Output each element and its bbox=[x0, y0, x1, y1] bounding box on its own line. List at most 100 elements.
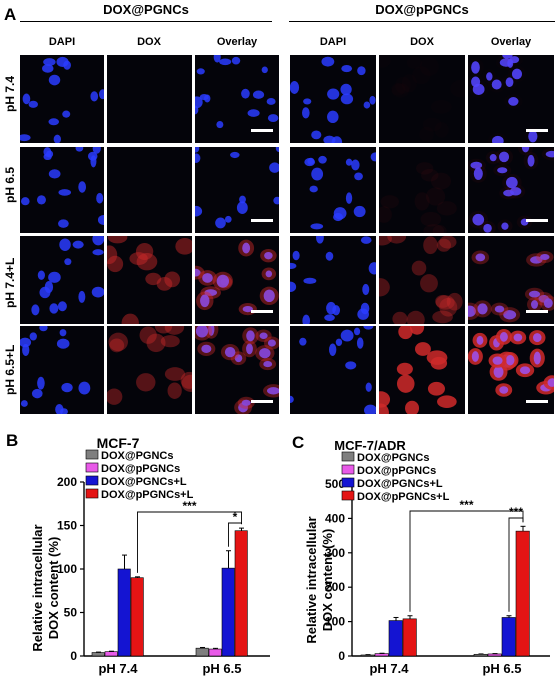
dox-signal-blob bbox=[414, 192, 430, 211]
micrograph-ph65-dapi-2 bbox=[290, 147, 376, 233]
nucleus-blob bbox=[483, 223, 492, 233]
dox-signal-blob bbox=[420, 57, 439, 76]
legend-label: DOX@PGNCs+L bbox=[357, 478, 443, 490]
micrograph-ph65l-dox-1 bbox=[107, 326, 192, 414]
dox-signal-blob bbox=[432, 224, 447, 233]
overlay-blob bbox=[195, 326, 209, 338]
overlay-blob bbox=[202, 273, 213, 283]
overlay-blob bbox=[502, 55, 513, 59]
nucleus-blob bbox=[267, 114, 279, 123]
nucleus-blob bbox=[92, 147, 101, 154]
dox-signal-blob bbox=[396, 362, 413, 376]
nucleus-blob bbox=[195, 147, 200, 153]
overlay-blob bbox=[216, 274, 230, 288]
nucleus-blob bbox=[528, 290, 541, 298]
dox-signal-blob bbox=[392, 311, 408, 324]
scale-bar bbox=[526, 310, 548, 313]
overlay-blob bbox=[528, 290, 541, 298]
scale-bar bbox=[251, 400, 273, 403]
overlay-blob bbox=[483, 223, 492, 233]
nucleus-blob bbox=[345, 361, 357, 370]
legend-swatch bbox=[85, 449, 99, 460]
dox-signal-blob bbox=[107, 236, 128, 244]
dox-signal-blob bbox=[409, 326, 425, 335]
col-label-dapi-1: DAPI bbox=[48, 36, 76, 48]
nucleus-blob bbox=[64, 258, 72, 266]
dox-signal-blob bbox=[145, 272, 162, 286]
nucleus-blob bbox=[302, 314, 311, 324]
nucleus-blob bbox=[57, 301, 67, 312]
nucleus-blob bbox=[58, 189, 72, 196]
dox-signal-blob bbox=[527, 297, 542, 312]
nucleus-blob bbox=[309, 185, 318, 193]
nucleus-blob bbox=[302, 107, 310, 119]
nucleus-blob bbox=[303, 277, 317, 284]
nucleus-blob bbox=[196, 68, 205, 75]
scale-bar bbox=[526, 219, 548, 222]
legend-label: DOX@PGNCs bbox=[101, 450, 173, 462]
dox-signal-blob bbox=[411, 260, 427, 276]
legend-swatch bbox=[341, 477, 355, 488]
nucleus-blob bbox=[275, 147, 279, 153]
overlay-blob bbox=[509, 187, 522, 196]
nucleus-blob bbox=[362, 283, 370, 296]
scale-bar bbox=[251, 219, 273, 222]
significance-bracket bbox=[508, 517, 524, 612]
overlay-blob bbox=[201, 344, 212, 353]
nucleus-blob bbox=[310, 223, 324, 230]
y-tick-label: 300 bbox=[325, 546, 345, 560]
dox-signal-blob bbox=[181, 374, 192, 392]
dox-signal-blob bbox=[473, 300, 492, 318]
micrograph-ph74l-overlay-1 bbox=[195, 236, 279, 324]
nucleus-blob bbox=[341, 64, 353, 73]
dox-signal-blob bbox=[121, 313, 139, 324]
bar-dox-pgncs-1 bbox=[195, 647, 209, 657]
nucleus-blob bbox=[42, 64, 54, 73]
nucleus-blob bbox=[353, 205, 366, 218]
nucleus-blob bbox=[511, 68, 523, 80]
nucleus-blob bbox=[36, 195, 46, 205]
dox-signal-blob bbox=[387, 236, 407, 244]
nucleus-blob bbox=[491, 135, 504, 143]
dox-signal-blob bbox=[379, 236, 392, 246]
overlay-blob bbox=[499, 332, 508, 342]
dox-signal-blob bbox=[379, 278, 390, 297]
nucleus-blob bbox=[470, 161, 483, 169]
overlay-blob bbox=[259, 348, 271, 359]
overlay-blob bbox=[200, 294, 210, 308]
dox-signal-blob bbox=[436, 238, 451, 252]
nucleus-blob bbox=[509, 187, 522, 196]
dox-signal-blob bbox=[420, 168, 439, 182]
overlay-blob bbox=[533, 351, 541, 365]
dox-signal-blob bbox=[167, 382, 182, 399]
col-label-dapi-2: DAPI bbox=[319, 36, 347, 48]
nucleus-blob bbox=[292, 250, 300, 261]
dox-signal-blob bbox=[107, 255, 124, 273]
nucleus-blob bbox=[370, 152, 376, 162]
dox-signal-blob bbox=[485, 151, 501, 165]
overlay-blob bbox=[475, 253, 486, 262]
overlay-blob bbox=[246, 343, 253, 355]
nucleus-blob bbox=[502, 55, 513, 59]
nucleus-blob bbox=[96, 192, 104, 204]
significance-bracket bbox=[228, 522, 242, 547]
micrograph-ph65l-dapi-2 bbox=[290, 326, 376, 414]
nucleus-blob bbox=[491, 79, 502, 90]
y-tick-label: 0 bbox=[338, 649, 345, 663]
dox-signal-blob bbox=[379, 403, 389, 414]
nucleus-blob bbox=[325, 251, 334, 261]
micrograph-ph74-dapi-2 bbox=[290, 55, 376, 143]
legend-label: DOX@pPGNCs+L bbox=[101, 489, 194, 501]
nucleus-blob bbox=[505, 77, 514, 88]
bar-dox-ppgncs-1 bbox=[208, 648, 222, 657]
chart-c-ylabel-line1: Relative intracellular bbox=[304, 516, 319, 643]
nucleus-blob bbox=[87, 151, 98, 161]
nucleus-blob bbox=[364, 404, 376, 414]
group-underline-2 bbox=[289, 21, 555, 22]
micrograph-ph65-overlay-1 bbox=[195, 147, 279, 233]
nucleus-blob bbox=[527, 154, 535, 167]
overlay-blob bbox=[263, 361, 273, 368]
nucleus-blob bbox=[39, 326, 48, 332]
row-label-ph74-l: pH 7.4+L bbox=[3, 257, 17, 308]
dox-signal-blob bbox=[427, 381, 445, 396]
